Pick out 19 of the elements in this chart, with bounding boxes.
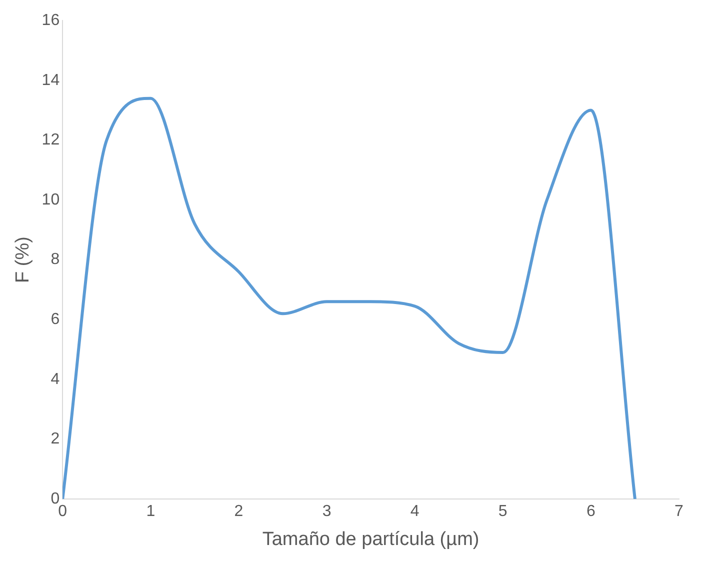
y-tick-label: 8 <box>50 251 60 268</box>
y-tick-label: 0 <box>50 490 60 508</box>
x-tick-label: 1 <box>146 503 156 520</box>
x-axis-title: Tamaño de partícula (µm) <box>262 528 480 550</box>
x-tick-label: 4 <box>410 503 420 520</box>
x-tick-label: 7 <box>674 503 684 520</box>
y-tick-label: 12 <box>42 132 60 149</box>
y-tick-label: 2 <box>50 430 60 448</box>
y-tick-label: 4 <box>50 370 60 388</box>
x-tick-label: 2 <box>234 503 244 520</box>
x-tick-label: 6 <box>586 503 596 520</box>
y-tick-label: 6 <box>50 311 60 328</box>
y-tick-label: 10 <box>42 191 60 208</box>
y-tick-label: 16 <box>42 12 60 30</box>
x-tick-label: 5 <box>498 503 508 520</box>
line-series <box>62 96 636 499</box>
y-axis-title: F (%) <box>12 236 34 284</box>
x-tick-label: 3 <box>322 503 332 520</box>
y-tick-label: 14 <box>42 72 60 89</box>
